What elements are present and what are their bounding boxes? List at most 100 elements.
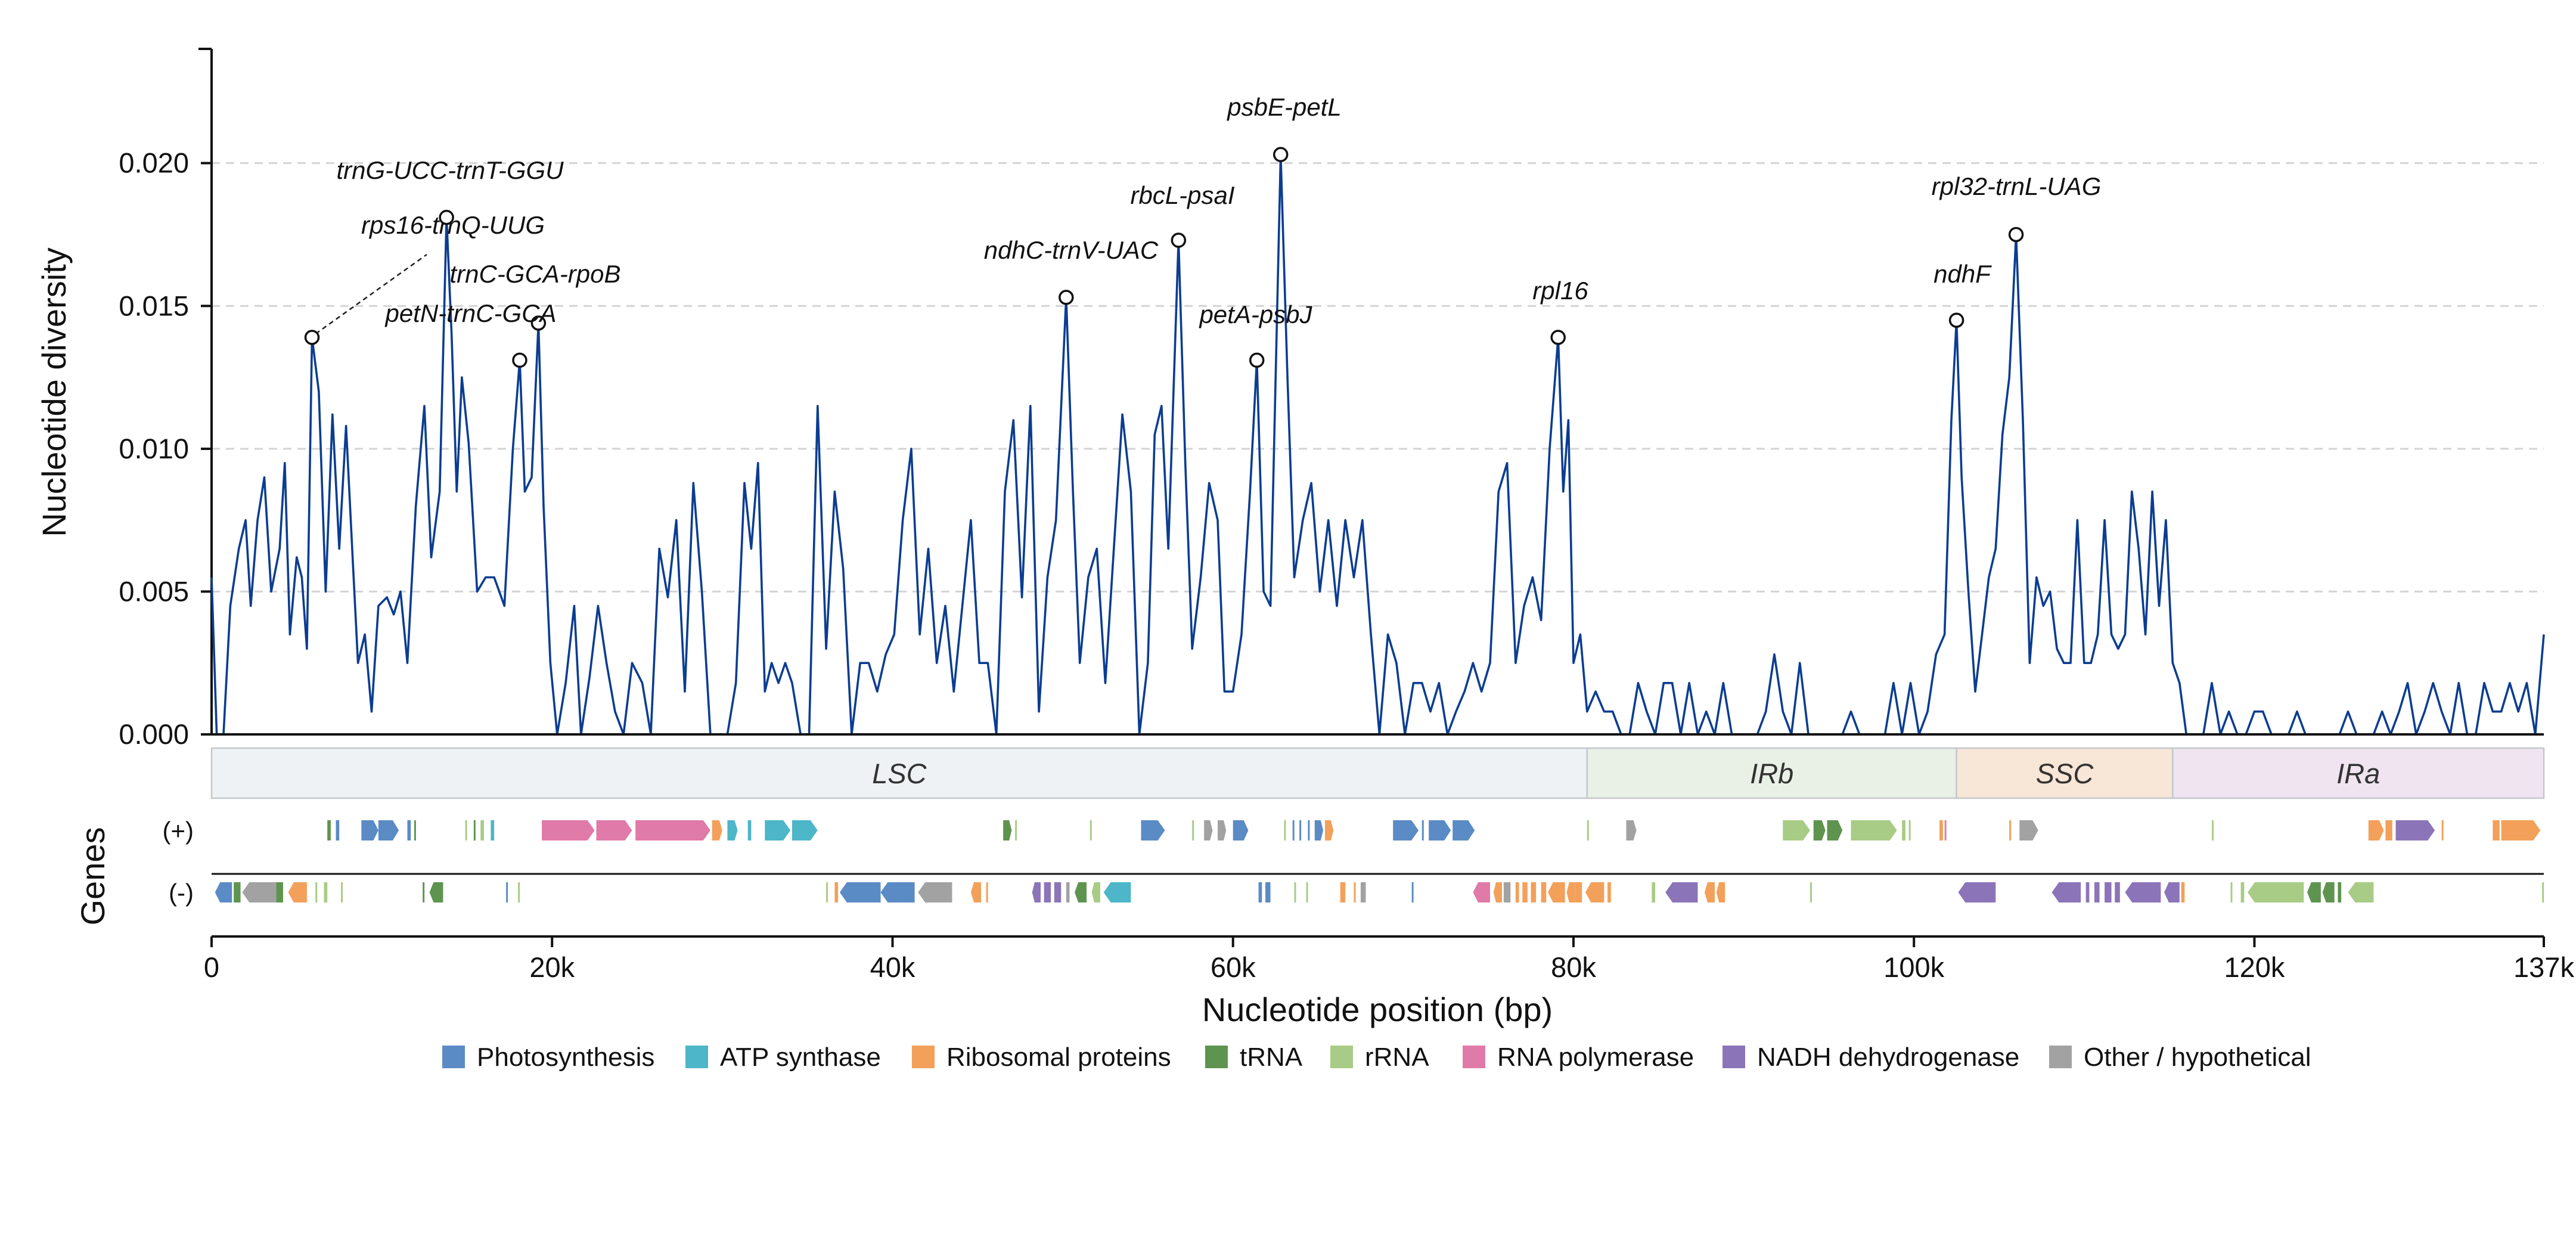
x-axis-title: Nucleotide position (bp) <box>1202 991 1553 1028</box>
y-tick-label: 0.005 <box>119 575 189 607</box>
gene-minus <box>2115 882 2120 902</box>
peak-marker <box>439 209 454 225</box>
region-ssc <box>1956 747 2174 799</box>
peak-marker <box>1948 312 1964 328</box>
gene-minus <box>1503 882 1511 902</box>
gene-minus <box>2052 882 2081 902</box>
peak-label: trnG-UCC-trnT-GGU <box>336 156 564 184</box>
gene-minus <box>970 882 982 902</box>
gene-plus <box>542 820 595 840</box>
gene-minus <box>324 882 328 902</box>
gene-plus <box>1626 820 1637 840</box>
region-irb <box>1586 747 1957 799</box>
gene-plus <box>1422 820 1424 840</box>
gene-plus <box>1090 820 1092 840</box>
legend-swatch <box>1330 1046 1353 1068</box>
legend-swatch <box>1463 1046 1485 1068</box>
gene-minus <box>1103 882 1131 902</box>
gene-minus <box>1585 882 1604 902</box>
gene-minus <box>234 882 241 902</box>
gene-plus <box>1218 820 1227 840</box>
gridlines <box>212 162 2544 593</box>
y-tick-label: 0.020 <box>119 147 189 179</box>
gene-minus <box>2338 882 2342 902</box>
x-tick-label: 137k <box>2513 951 2574 983</box>
gene-track: (+) (-) <box>163 817 2544 907</box>
gene-minus <box>242 882 277 902</box>
legend-swatch <box>912 1046 935 1068</box>
genome-region-track: LSC IRb SSC IRa <box>210 747 2545 799</box>
gene-minus <box>986 882 988 902</box>
gene-minus <box>1665 882 1698 902</box>
gene-minus <box>1340 882 1346 902</box>
gene-minus <box>1652 882 1656 902</box>
legend-label: Photosynthesis <box>477 1043 654 1072</box>
gene-plus <box>1453 820 1475 840</box>
region-label: SSC <box>2036 758 2094 789</box>
gene-minus <box>315 882 318 902</box>
legend-label: rRNA <box>1365 1043 1429 1072</box>
gene-minus <box>2240 882 2245 902</box>
peak-label: trnC-GCA-rpoB <box>449 260 620 288</box>
gene-plus <box>2368 820 2384 840</box>
y-tick-label: 0.010 <box>119 433 189 464</box>
gene-plus <box>1324 820 1334 840</box>
gene-plus <box>1299 820 1302 840</box>
gene-plus <box>1233 820 1249 840</box>
genes-track-title: Genes <box>74 827 111 926</box>
gene-minus <box>1541 882 1547 902</box>
gene-plus <box>1192 820 1194 840</box>
gene-minus <box>1810 882 1812 902</box>
gene-minus <box>215 882 232 902</box>
gene-minus <box>1075 882 1087 902</box>
gene-minus <box>1066 882 1070 902</box>
gene-minus <box>1607 882 1611 902</box>
region-label: IRb <box>1750 758 1793 789</box>
gene-minus <box>2542 882 2544 902</box>
gene-plus <box>1393 820 1419 840</box>
gene-plus <box>1827 820 1843 840</box>
peak-marker <box>530 315 547 331</box>
gene-minus <box>1265 882 1271 902</box>
gene-minus <box>2181 882 2185 902</box>
gene-minus <box>918 882 952 902</box>
gene-minus <box>1515 882 1519 902</box>
gene-minus <box>1032 882 1041 902</box>
gene-minus <box>276 882 283 902</box>
gene-minus <box>826 882 828 902</box>
peak-annotations: rps16-trnQ-UUGtrnG-UCC-trnT-GGUtrnC-GCA-… <box>304 93 2102 368</box>
gene-plus <box>1204 820 1213 840</box>
gene-minus <box>1958 882 1996 902</box>
gene-plus <box>712 820 722 840</box>
x-tick-label: 80k <box>1551 951 1596 983</box>
gene-plus <box>480 820 484 840</box>
gene-plus <box>2009 820 2012 840</box>
gene-plus <box>2501 820 2541 840</box>
gene-plus <box>2395 820 2435 840</box>
gene-minus <box>1493 882 1503 902</box>
legend-swatch <box>1205 1046 1228 1068</box>
gene-plus <box>2019 820 2038 840</box>
gene-plus <box>2493 820 2500 840</box>
gene-minus <box>2164 882 2180 902</box>
gene-plus <box>491 820 495 840</box>
gene-minus <box>1575 882 1582 902</box>
legend-label: Other / hypothetical <box>2084 1043 2311 1072</box>
gene-plus <box>1015 820 1017 840</box>
strand-label: (-) <box>169 879 194 907</box>
gene-minus <box>518 882 520 902</box>
gene-minus <box>839 882 881 902</box>
y-tick-label: 0.015 <box>119 290 189 321</box>
gene-plus <box>792 820 818 840</box>
gene-minus <box>423 882 425 902</box>
gene-minus <box>1091 882 1100 902</box>
gene-plus <box>1003 820 1012 840</box>
peak-label: psbE-petL <box>1226 93 1341 121</box>
peak-label: rpl32-trnL-UAG <box>1932 172 2102 200</box>
diversity-line <box>210 153 2545 736</box>
peak-label: petN-trnC-GCA <box>384 299 556 327</box>
region-label: LSC <box>872 758 927 789</box>
y-axis: 0.000 0.005 0.010 0.015 0.020 <box>119 48 213 750</box>
peak-marker <box>1171 232 1187 248</box>
peak-label: rpl16 <box>1532 277 1588 305</box>
